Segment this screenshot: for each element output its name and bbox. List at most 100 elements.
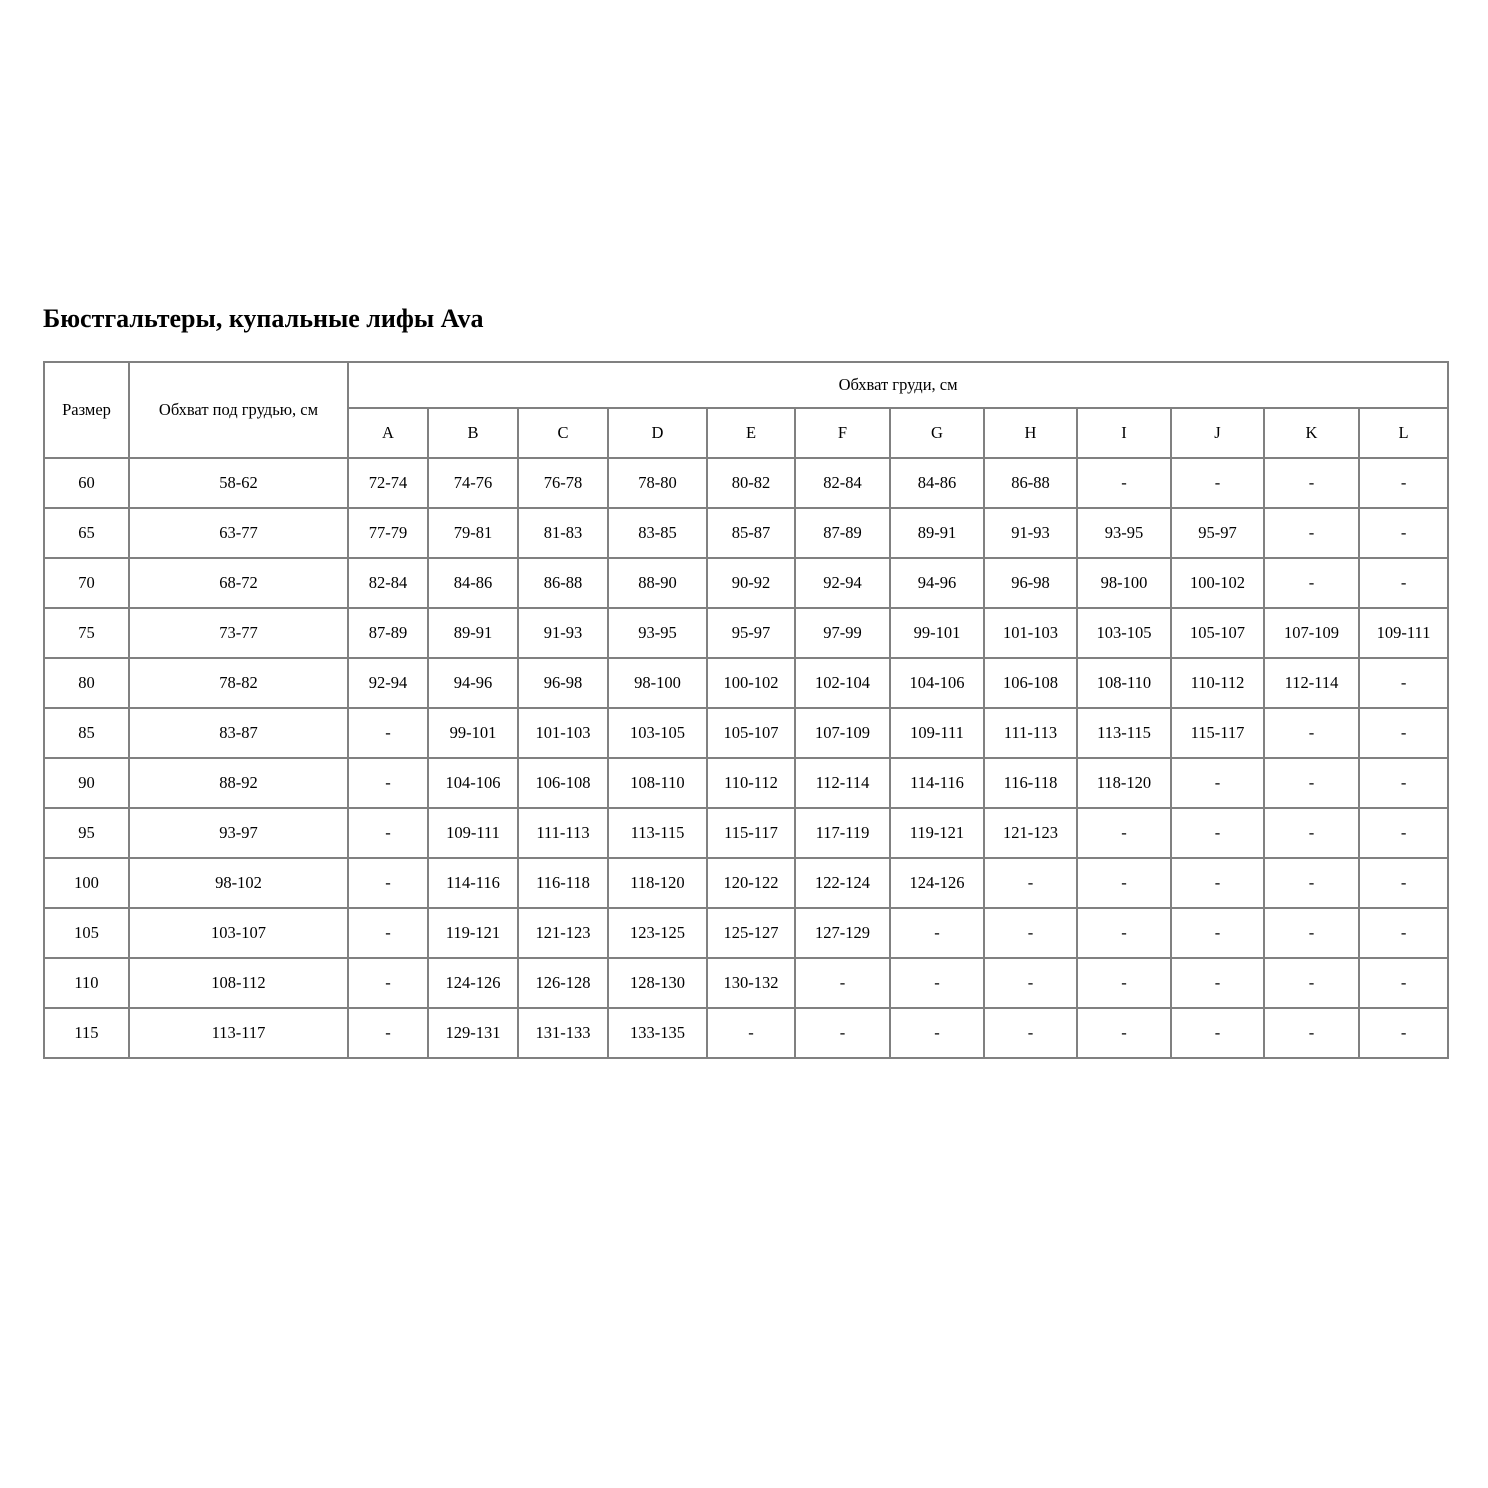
bust-range-cell: - xyxy=(1357,757,1450,810)
col-header-size: Размер xyxy=(43,361,130,460)
bust-range-cell: 118-120 xyxy=(607,857,708,910)
cup-header-c: C xyxy=(517,407,609,460)
bust-range-cell: 125-127 xyxy=(706,907,796,960)
table-row: 95 93-97-109-111 111-113 113-115 115-117 117-… xyxy=(43,807,1450,860)
bust-range-cell: 84-86 xyxy=(889,457,985,510)
bust-range-cell: 80-82 xyxy=(706,457,796,510)
bust-range-cell: 116-118 xyxy=(983,757,1078,810)
bust-range-cell: 77-79 xyxy=(347,507,429,560)
bust-range-cell: - xyxy=(983,957,1078,1010)
bust-range-cell: - xyxy=(1170,757,1265,810)
bust-range-cell: - xyxy=(1263,557,1360,610)
size-table: Размер Обхват под грудью, см Обхват груд… xyxy=(43,361,1450,1060)
bust-range-cell: 107-109 xyxy=(794,707,891,760)
bust-range-cell: - xyxy=(983,1007,1078,1060)
size-cell: 70 xyxy=(43,557,130,610)
bust-range-cell: 102-104 xyxy=(794,657,891,710)
bust-range-cell: - xyxy=(794,1007,891,1060)
underbust-cell: 88-92 xyxy=(128,757,349,810)
bust-range-cell: - xyxy=(347,1007,429,1060)
bust-range-cell: - xyxy=(1076,957,1172,1010)
bust-range-cell: 105-107 xyxy=(1170,607,1265,660)
bust-range-cell: 91-93 xyxy=(517,607,609,660)
bust-range-cell: 104-106 xyxy=(889,657,985,710)
page-container: Бюстгальтеры, купальные лифы Ava Размер … xyxy=(43,304,1450,1060)
table-row: 100 98-102-114-116 116-118 118-120 120-122 12… xyxy=(43,857,1450,910)
bust-range-cell: 83-85 xyxy=(607,507,708,560)
bust-range-cell: 110-112 xyxy=(1170,657,1265,710)
bust-range-cell: - xyxy=(1263,457,1360,510)
bust-range-cell: - xyxy=(1357,557,1450,610)
bust-range-cell: 129-131 xyxy=(427,1007,519,1060)
col-header-underbust: Обхват под грудью, см xyxy=(128,361,349,460)
bust-range-cell: 78-80 xyxy=(607,457,708,510)
size-cell: 100 xyxy=(43,857,130,910)
bust-range-cell: 97-99 xyxy=(794,607,891,660)
bust-range-cell: 94-96 xyxy=(889,557,985,610)
size-cell: 65 xyxy=(43,507,130,560)
size-cell: 60 xyxy=(43,457,130,510)
bust-range-cell: 101-103 xyxy=(983,607,1078,660)
bust-range-cell: 114-116 xyxy=(427,857,519,910)
col-header-bust-group: Обхват груди, см xyxy=(346,361,1450,410)
bust-range-cell: 121-123 xyxy=(983,807,1078,860)
size-table-body: 60 58-62 72-74 74-76 76-78 78-80 80-82 82-84 84-… xyxy=(43,457,1450,1060)
size-cell: 115 xyxy=(43,1007,130,1060)
bust-range-cell: 114-116 xyxy=(889,757,985,810)
bust-range-cell: 108-110 xyxy=(1076,657,1172,710)
table-row: 90 88-92-104-106 106-108 108-110 110-112 112-… xyxy=(43,757,1450,810)
bust-range-cell: 96-98 xyxy=(517,657,609,710)
bust-range-cell: 126-128 xyxy=(517,957,609,1010)
underbust-cell: 63-77 xyxy=(128,507,349,560)
size-cell: 95 xyxy=(43,807,130,860)
bust-range-cell: 127-129 xyxy=(794,907,891,960)
bust-range-cell: 82-84 xyxy=(347,557,429,610)
bust-range-cell: - xyxy=(1170,857,1265,910)
underbust-cell: 68-72 xyxy=(128,557,349,610)
bust-range-cell: - xyxy=(889,1007,985,1060)
bust-range-cell: - xyxy=(1263,707,1360,760)
table-row: 65 63-77 77-79 79-81 81-83 83-85 85-87 87-89 89-… xyxy=(43,507,1450,560)
group-header-row: Размер Обхват под грудью, см Обхват груд… xyxy=(43,361,1450,460)
cup-header-f: F xyxy=(794,407,891,460)
bust-range-cell: - xyxy=(1357,807,1450,860)
size-cell: 80 xyxy=(43,657,130,710)
bust-range-cell: 121-123 xyxy=(517,907,609,960)
bust-range-cell: 128-130 xyxy=(607,957,708,1010)
bust-range-cell: 99-101 xyxy=(889,607,985,660)
table-row: 105 103-107-119-121 121-123 123-125 125-127 1… xyxy=(43,907,1450,960)
bust-range-cell: 86-88 xyxy=(517,557,609,610)
bust-range-cell: 120-122 xyxy=(706,857,796,910)
bust-range-cell: 109-111 xyxy=(427,807,519,860)
bust-range-cell: 105-107 xyxy=(706,707,796,760)
bust-range-cell: 82-84 xyxy=(794,457,891,510)
bust-range-cell: - xyxy=(347,957,429,1010)
bust-range-cell: - xyxy=(706,1007,796,1060)
bust-range-cell: 96-98 xyxy=(983,557,1078,610)
bust-range-cell: 95-97 xyxy=(706,607,796,660)
bust-range-cell: 100-102 xyxy=(706,657,796,710)
bust-range-cell: 109-111 xyxy=(1357,607,1450,660)
bust-range-cell: 133-135 xyxy=(607,1007,708,1060)
bust-range-cell: 124-126 xyxy=(889,857,985,910)
cup-header-d: D xyxy=(607,407,708,460)
bust-range-cell: - xyxy=(1170,1007,1265,1060)
bust-range-cell: 87-89 xyxy=(794,507,891,560)
bust-range-cell: 101-103 xyxy=(517,707,609,760)
bust-range-cell: - xyxy=(1263,1007,1360,1060)
bust-range-cell: - xyxy=(347,757,429,810)
underbust-cell: 73-77 xyxy=(128,607,349,660)
cup-header-b: B xyxy=(427,407,519,460)
bust-range-cell: 76-78 xyxy=(517,457,609,510)
underbust-cell: 113-117 xyxy=(128,1007,349,1060)
cup-header-a: A xyxy=(347,407,429,460)
underbust-cell: 58-62 xyxy=(128,457,349,510)
table-row: 115 113-117-129-131 131-133 133-135- - - - - - - - xyxy=(43,1007,1450,1060)
bust-range-cell: - xyxy=(1170,457,1265,510)
bust-range-cell: - xyxy=(1170,807,1265,860)
bust-range-cell: - xyxy=(1357,1007,1450,1060)
cup-header-e: E xyxy=(706,407,796,460)
table-row: 85 83-87-99-101 101-103 103-105 105-107 107-1… xyxy=(43,707,1450,760)
bust-range-cell: 72-74 xyxy=(347,457,429,510)
